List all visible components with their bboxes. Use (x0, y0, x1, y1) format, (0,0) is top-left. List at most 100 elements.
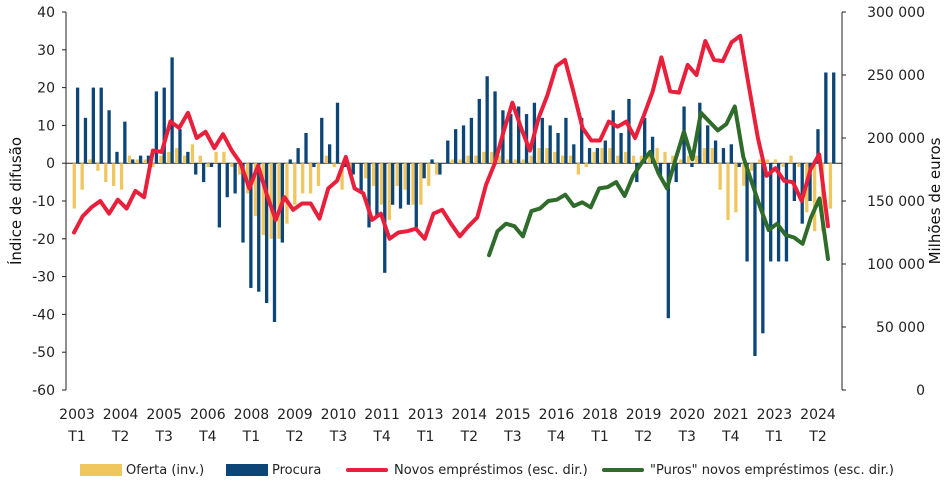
bar-oferta-84 (734, 163, 738, 213)
bar-oferta-40 (387, 163, 391, 220)
bar-procura-90 (784, 163, 789, 262)
bar-procura-93 (808, 163, 812, 201)
bar-procura-95 (824, 72, 828, 164)
right-tick-label-0: 300 000 (867, 5, 925, 21)
x-quarter-label-5: T2 (285, 429, 303, 445)
x-quarter-label-17: T2 (808, 429, 826, 445)
bar-oferta-73 (647, 151, 651, 164)
bar-oferta-94 (813, 163, 817, 232)
bar-procura-31 (320, 117, 324, 164)
bar-oferta-19 (222, 151, 226, 164)
bar-oferta-43 (411, 163, 415, 205)
x-year-label-4: 2008 (234, 407, 270, 423)
legend-item-oferta: Oferta (inv.) (80, 458, 204, 482)
bar-procura-63 (572, 144, 576, 164)
x-year-label-11: 2016 (539, 407, 575, 423)
x-year-label-14: 2020 (669, 407, 705, 423)
left-tick-label-6: -20 (32, 232, 55, 248)
legend-label-puros: "Puros" novos empréstimos (esc. dir.) (650, 462, 894, 478)
bar-oferta-64 (576, 163, 581, 175)
x-year-label-7: 2011 (364, 407, 400, 423)
bar-oferta-56 (513, 159, 518, 164)
bar-procura-59 (540, 117, 544, 164)
x-quarter-label-16: T1 (765, 429, 783, 445)
bar-oferta-27 (285, 163, 289, 224)
bar-oferta-49 (458, 159, 462, 164)
bar-oferta-88 (765, 159, 770, 164)
bar-oferta-31 (316, 163, 321, 186)
bar-procura-16 (201, 163, 206, 183)
right-tick-label-3: 150 000 (867, 194, 925, 210)
bar-procura-86 (753, 163, 757, 356)
right-tick-label-2: 200 000 (867, 131, 925, 147)
legend-label-novos-emprestimos: Novos empréstimos (esc. dir.) (394, 462, 588, 478)
bar-procura-51 (477, 98, 481, 164)
bar-oferta-82 (718, 163, 722, 190)
x-year-label-16: 2023 (757, 407, 793, 423)
bar-procura-89 (776, 163, 781, 262)
legend-item-procura: Procura (226, 458, 321, 482)
bar-oferta-3 (96, 163, 100, 171)
x-year-label-17: 2024 (800, 407, 836, 423)
bar-procura-13 (178, 129, 182, 164)
x-year-label-0: 2003 (59, 407, 95, 423)
bar-oferta-60 (545, 148, 549, 164)
bar-oferta-63 (568, 155, 573, 164)
bar-oferta-26 (277, 163, 281, 239)
bar-procura-76 (674, 163, 678, 183)
bar-oferta-16 (198, 155, 202, 164)
left-axis-title: Índice de difusão (6, 137, 25, 265)
bar-oferta-58 (529, 155, 533, 164)
left-tick-label-3: 10 (37, 118, 55, 134)
bar-procura-5 (115, 151, 119, 164)
bar-procura-72 (643, 117, 647, 164)
bar-oferta-96 (828, 163, 833, 209)
bar-oferta-75 (663, 151, 667, 164)
bar-procura-36 (359, 163, 363, 194)
bar-procura-74 (658, 163, 663, 179)
bar-procura-37 (367, 163, 371, 228)
bar-procura-67 (603, 140, 607, 164)
x-year-label-10: 2015 (495, 407, 531, 423)
legend-item-novos-emprestimos: Novos empréstimos (esc. dir.) (346, 458, 588, 482)
x-quarter-label-11: T4 (547, 429, 566, 445)
bar-oferta-23 (253, 163, 258, 217)
bar-procura-40 (390, 163, 395, 205)
bar-oferta-65 (584, 163, 588, 167)
legend-swatch-novos-emprestimos (346, 468, 388, 472)
bar-procura-47 (446, 140, 450, 164)
bar-oferta-14 (182, 155, 187, 164)
bar-procura-2 (91, 87, 95, 164)
bar-oferta-78 (686, 155, 691, 164)
bar-oferta-52 (482, 151, 486, 164)
bar-oferta-50 (466, 155, 470, 164)
x-year-label-3: 2006 (190, 407, 226, 423)
bar-procura-96 (832, 72, 836, 164)
bar-oferta-0 (72, 163, 76, 209)
bar-oferta-71 (631, 155, 636, 164)
bar-oferta-91 (789, 155, 793, 164)
bar-procura-22 (249, 163, 253, 288)
bar-procura-0 (75, 87, 80, 164)
bar-procura-4 (107, 110, 111, 164)
bar-procura-19 (225, 163, 229, 198)
bar-oferta-83 (726, 163, 730, 220)
bar-oferta-72 (639, 155, 644, 164)
left-tick-label-9: -50 (32, 345, 55, 361)
bar-oferta-38 (371, 163, 376, 186)
x-quarter-label-4: T1 (242, 429, 260, 445)
bar-procura-78 (690, 163, 694, 167)
bar-oferta-61 (553, 151, 557, 164)
bar-procura-50 (469, 117, 474, 164)
bar-oferta-37 (364, 163, 368, 179)
bar-procura-29 (304, 132, 308, 164)
bar-procura-9 (146, 155, 151, 164)
bar-procura-3 (99, 87, 103, 164)
x-quarter-label-13: T2 (634, 429, 652, 445)
bar-oferta-9 (143, 159, 147, 164)
bar-procura-25 (272, 163, 277, 322)
x-year-label-5: 2009 (277, 407, 313, 423)
legend-item-puros: "Puros" novos empréstimos (esc. dir.) (602, 458, 894, 482)
bar-oferta-69 (616, 155, 620, 164)
bar-oferta-86 (749, 163, 754, 171)
